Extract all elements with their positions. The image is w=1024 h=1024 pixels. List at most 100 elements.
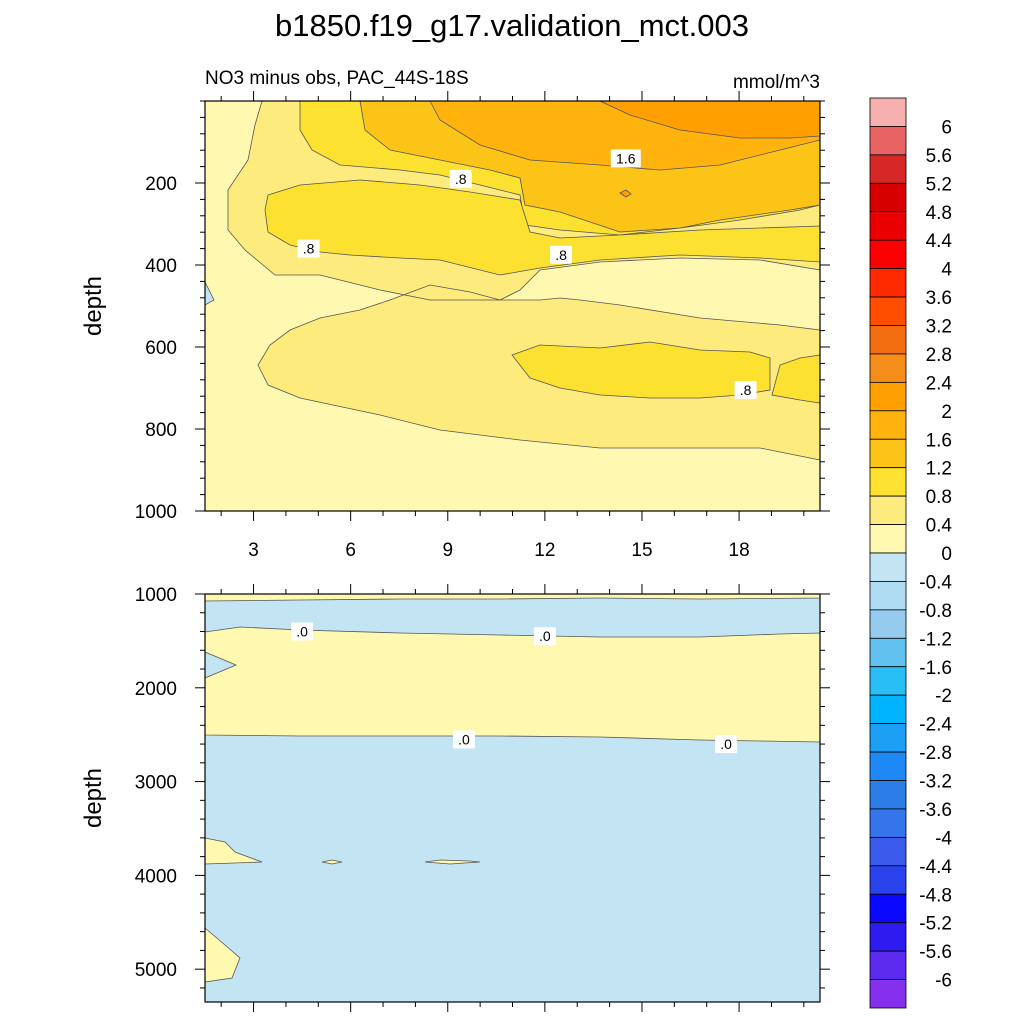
colorbar-label: -5.2 xyxy=(919,914,952,935)
svg-text:.0: .0 xyxy=(458,731,470,747)
colorbar-label: 0.8 xyxy=(926,487,952,508)
colorbar-label: 4 xyxy=(941,260,952,281)
svg-text:.0: .0 xyxy=(296,624,308,640)
colorbar: 6 5.6 5.2 4.8 4.4 4 3.6 3.2 2.8 2.4 2 1.6 1.2 0.8 0.4 0… xyxy=(869,97,953,1009)
contour-fill-deep-positive-small xyxy=(321,859,343,865)
lower-y-axis-label: depth xyxy=(80,768,107,828)
colorbar-swatch xyxy=(869,410,907,440)
colorbar-swatch xyxy=(869,751,907,781)
colorbar-label: 2.4 xyxy=(926,373,953,394)
contour-fill-deep-positive-mid xyxy=(424,859,481,865)
colorbar-label: -3.2 xyxy=(919,772,952,793)
y-tick-label: 3000 xyxy=(135,773,177,794)
colorbar-label: -0.4 xyxy=(919,572,952,593)
lower-contour-labels: .0 .0 .0 .0 xyxy=(291,622,738,754)
colorbar-swatch xyxy=(869,211,907,241)
colorbar-label: 2.8 xyxy=(926,345,952,366)
x-tick-label: 3 xyxy=(248,540,259,561)
colorbar-swatch xyxy=(869,325,907,355)
svg-text:.0: .0 xyxy=(539,628,551,644)
contour-fill-deep-band xyxy=(511,341,771,399)
colorbar-swatch xyxy=(869,808,907,838)
contour-label: .8 xyxy=(449,169,472,188)
colorbar-swatch xyxy=(869,780,907,810)
colorbar-label: 1.6 xyxy=(926,430,952,451)
upper-y-axis-label: depth xyxy=(80,276,107,336)
x-tick-label: 18 xyxy=(729,540,750,561)
colorbar-swatch xyxy=(869,126,907,156)
lower-x-axis xyxy=(220,584,805,1012)
colorbar-swatch xyxy=(869,97,907,127)
x-tick-label: 12 xyxy=(534,540,555,561)
svg-text:.8: .8 xyxy=(555,247,567,263)
contour-label: 1.6 xyxy=(610,149,641,168)
contour-label: .0 xyxy=(533,627,556,646)
colorbar-swatch xyxy=(869,154,907,184)
colorbar-swatch xyxy=(869,381,907,412)
y-tick-label: 4000 xyxy=(135,866,177,887)
y-tick-label: 400 xyxy=(145,256,177,277)
contour-label: .0 xyxy=(452,730,475,749)
colorbar-label: -4 xyxy=(935,828,952,849)
y-tick-label: 2000 xyxy=(135,679,177,700)
contour-fill-intermediate-positive xyxy=(204,626,821,743)
colorbar-label: 5.6 xyxy=(926,146,952,167)
colorbar-swatch xyxy=(869,552,907,582)
colorbar-label: 6 xyxy=(941,117,952,138)
colorbar-label: 2 xyxy=(941,402,952,423)
colorbar-label: -2.8 xyxy=(919,743,952,764)
upper-contour-fills xyxy=(204,100,821,461)
svg-text:.8: .8 xyxy=(455,171,467,187)
colorbar-swatch xyxy=(869,609,907,639)
colorbar-swatch xyxy=(869,694,907,725)
x-tick-label: 9 xyxy=(442,540,453,561)
colorbar-label: -6 xyxy=(935,971,952,992)
colorbar-label: 4.8 xyxy=(926,203,952,224)
contour-label: .8 xyxy=(550,245,573,264)
y-tick-label: 1000 xyxy=(135,502,177,523)
y-tick-label: 200 xyxy=(145,174,177,195)
svg-text:1.6: 1.6 xyxy=(616,150,636,166)
colorbar-label: -1.2 xyxy=(919,629,952,650)
upper-contour-labels: 1.6 .8 .8 .8 .8 xyxy=(297,149,757,400)
panel-subtitle-right: mmol/m^3 xyxy=(733,72,820,93)
colorbar-label: 3.2 xyxy=(926,317,952,338)
svg-text:.8: .8 xyxy=(740,382,752,398)
colorbar-label: -0.8 xyxy=(919,601,952,622)
colorbar-swatch xyxy=(869,438,907,469)
colorbar-label: -4.4 xyxy=(919,857,952,878)
colorbar-swatch xyxy=(869,239,907,270)
contour-label: .0 xyxy=(715,735,738,754)
contour-fill-small-closed xyxy=(619,189,632,198)
colorbar-label: -2.4 xyxy=(919,715,952,736)
colorbar-swatch xyxy=(869,637,907,668)
colorbar-swatch xyxy=(869,182,907,213)
colorbar-label: 1.2 xyxy=(926,459,952,480)
colorbar-swatch xyxy=(869,296,907,326)
colorbar-label: 0.4 xyxy=(926,516,953,537)
y-tick-label: 600 xyxy=(145,338,177,359)
colorbar-label: -4.8 xyxy=(919,885,952,906)
x-tick-label: 15 xyxy=(631,540,652,561)
y-tick-label: 1000 xyxy=(135,585,177,606)
x-tick-label: 6 xyxy=(345,540,356,561)
colorbar-label: -1.6 xyxy=(919,658,952,679)
upper-panel: 1.6 .8 .8 .8 .8 depth 3 6 9 12 15 18 200 400 600 800… xyxy=(80,91,830,561)
colorbar-label: 4.4 xyxy=(926,231,953,252)
colorbar-swatch xyxy=(869,524,907,554)
colorbar-swatch xyxy=(869,922,907,952)
colorbar-swatch xyxy=(869,268,907,298)
svg-text:.8: .8 xyxy=(303,241,315,257)
colorbar-label: 5.2 xyxy=(926,174,952,195)
colorbar-swatch xyxy=(869,723,907,753)
colorbar-swatch xyxy=(869,353,907,383)
colorbar-label: 3.6 xyxy=(926,288,952,309)
colorbar-label: 0 xyxy=(941,544,952,565)
colorbar-swatch xyxy=(869,666,907,696)
colorbar-label: -3.6 xyxy=(919,800,952,821)
colorbar-swatch xyxy=(869,495,907,525)
colorbar-swatch xyxy=(869,893,907,924)
contour-label: .8 xyxy=(297,239,320,258)
upper-y-axis: 200 400 600 800 1000 xyxy=(135,100,830,523)
colorbar-label: -2 xyxy=(935,686,952,707)
